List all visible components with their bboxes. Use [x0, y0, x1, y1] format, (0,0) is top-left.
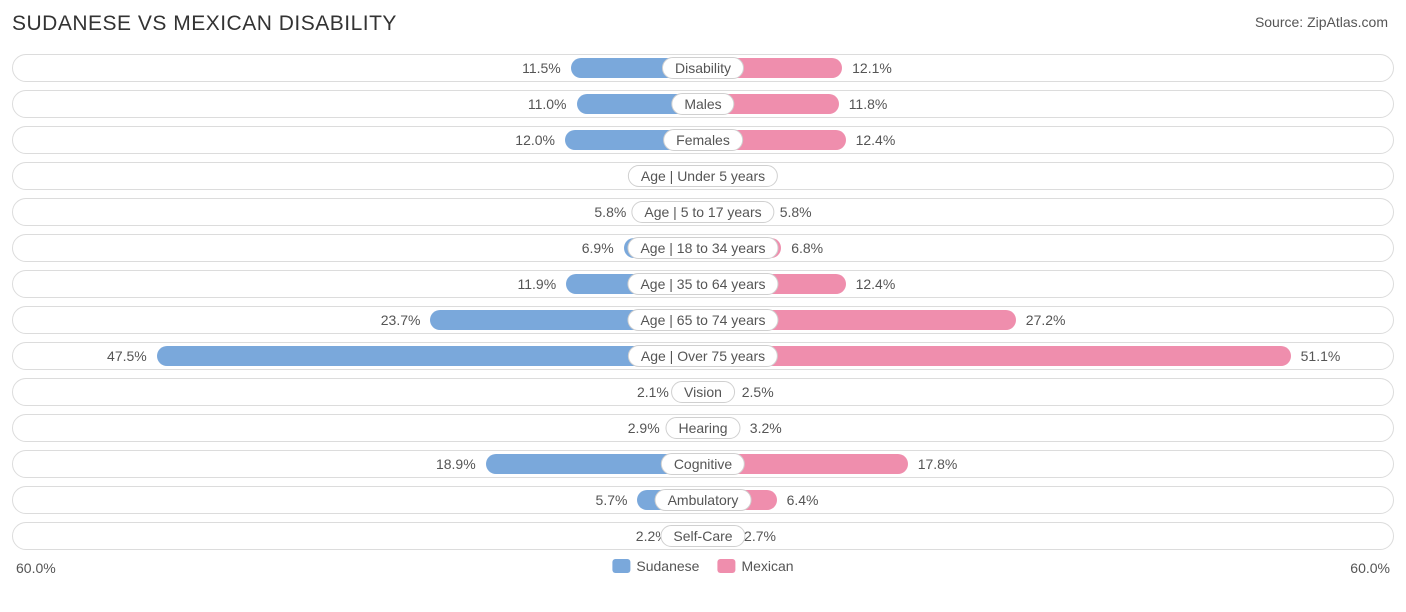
legend-item-right: Mexican [717, 558, 793, 574]
value-left: 23.7% [381, 312, 421, 328]
chart-row: 2.9% 3.2% Hearing [12, 414, 1394, 442]
value-right: 6.4% [787, 492, 819, 508]
value-left: 11.5% [522, 60, 561, 76]
value-left: 11.0% [528, 96, 567, 112]
chart-row: 1.1%1.3%Age | Under 5 years [12, 162, 1394, 190]
category-label: Age | 35 to 64 years [627, 273, 778, 295]
value-right: 3.2% [750, 420, 782, 436]
value-left: 5.8% [594, 204, 626, 220]
chart-row: 5.7% 6.4% Ambulatory [12, 486, 1394, 514]
chart-row: 23.7% 27.2% Age | 65 to 74 years [12, 306, 1394, 334]
category-label: Vision [671, 381, 735, 403]
chart-row: 2.1% 2.5% Vision [12, 378, 1394, 406]
category-label: Disability [662, 57, 744, 79]
source-attribution: Source: ZipAtlas.com [1255, 14, 1388, 30]
value-left: 11.9% [517, 276, 556, 292]
legend-swatch-right [717, 559, 735, 573]
value-right: 2.7% [744, 528, 776, 544]
category-label: Hearing [665, 417, 740, 439]
category-label: Age | Under 5 years [628, 165, 778, 187]
chart-footer: 60.0% Sudanese Mexican 60.0% [12, 558, 1394, 584]
chart-row: 11.9% 12.4% Age | 35 to 64 years [12, 270, 1394, 298]
legend-label-left: Sudanese [636, 558, 699, 574]
chart-row: 2.2%2.7%Self-Care [12, 522, 1394, 550]
legend-item-left: Sudanese [612, 558, 699, 574]
chart-row: 5.8% 5.8% Age | 5 to 17 years [12, 198, 1394, 226]
axis-max-left: 60.0% [16, 560, 56, 576]
legend-swatch-left [612, 559, 630, 573]
chart-title: SUDANESE VS MEXICAN DISABILITY [12, 12, 1394, 36]
category-label: Males [671, 93, 734, 115]
value-right: 51.1% [1301, 348, 1341, 364]
legend: Sudanese Mexican [612, 558, 793, 574]
category-label: Cognitive [661, 453, 745, 475]
value-right: 6.8% [791, 240, 823, 256]
value-left: 2.9% [628, 420, 660, 436]
value-left: 5.7% [596, 492, 628, 508]
value-left: 12.0% [515, 132, 555, 148]
category-label: Self-Care [660, 525, 745, 547]
value-right: 5.8% [780, 204, 812, 220]
chart-row: 47.5% 51.1% Age | Over 75 years [12, 342, 1394, 370]
value-right: 12.4% [856, 132, 896, 148]
value-right: 11.8% [849, 96, 888, 112]
value-right: 12.4% [856, 276, 896, 292]
chart-row: 11.5% 12.1% Disability [12, 54, 1394, 82]
chart-row: 6.9% 6.8% Age | 18 to 34 years [12, 234, 1394, 262]
value-right: 12.1% [852, 60, 892, 76]
category-label: Females [663, 129, 743, 151]
category-label: Age | 5 to 17 years [631, 201, 774, 223]
value-left: 47.5% [107, 348, 147, 364]
bar-left [157, 346, 703, 366]
value-left: 18.9% [436, 456, 476, 472]
chart-row: 12.0% 12.4% Females [12, 126, 1394, 154]
bar-right [703, 346, 1291, 366]
value-right: 2.5% [742, 384, 774, 400]
legend-label-right: Mexican [741, 558, 793, 574]
value-left: 6.9% [582, 240, 614, 256]
value-right: 27.2% [1026, 312, 1066, 328]
category-label: Ambulatory [655, 489, 752, 511]
diverging-bar-chart: 11.5% 12.1% Disability 11.0% 11.8% Males 12.0%… [12, 54, 1394, 550]
category-label: Age | Over 75 years [628, 345, 778, 367]
value-left: 2.1% [637, 384, 669, 400]
axis-max-right: 60.0% [1350, 560, 1390, 576]
chart-row: 18.9% 17.8% Cognitive [12, 450, 1394, 478]
value-right: 17.8% [918, 456, 958, 472]
category-label: Age | 65 to 74 years [627, 309, 778, 331]
category-label: Age | 18 to 34 years [627, 237, 778, 259]
chart-row: 11.0% 11.8% Males [12, 90, 1394, 118]
